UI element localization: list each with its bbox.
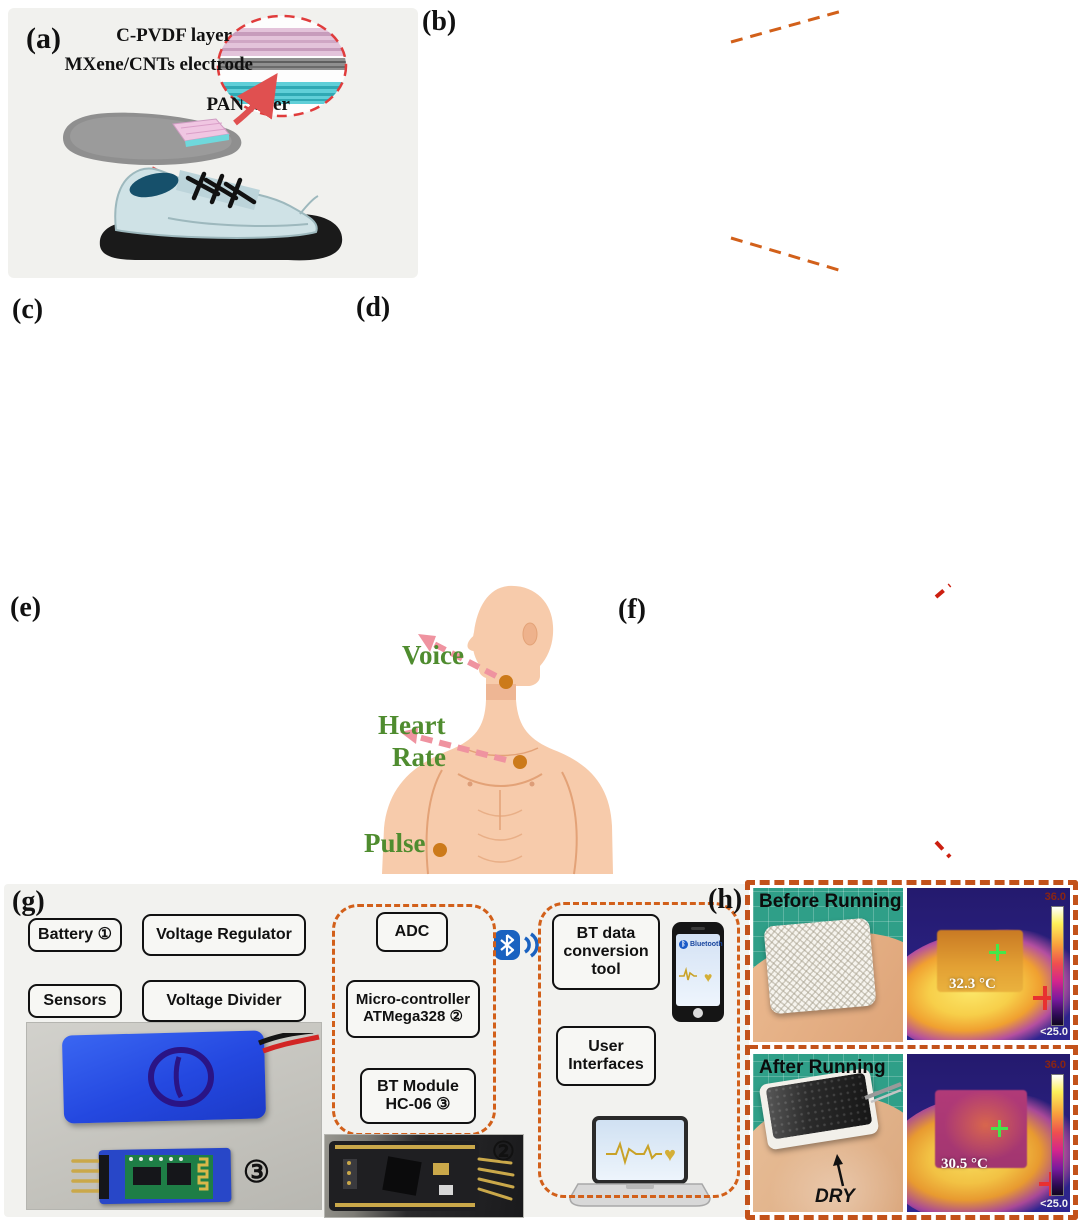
scale-max-after: 36.0 [1044,1059,1066,1071]
photo-after-running: After Running DRY [753,1054,903,1212]
voice-arrow-head [418,634,436,652]
sensors-box: Sensors [28,984,122,1018]
panel-e-label: (e) [10,592,42,623]
panel-f-inset-connectors [934,583,952,859]
after-annotations [833,1082,902,1187]
voice-label: Voice [402,640,464,670]
after-running-title: After Running [759,1057,886,1078]
panel-g-system-diagram: (g) Battery ① Voltage Regulator Sensors … [4,884,749,1218]
panel-h-thermal-comparison: Before Running 32.3 °C 36.0 <25.0 [745,880,1078,1220]
temperature-before: 32.3 °C [949,976,996,992]
user-interfaces-box: User Interfaces [556,1026,656,1086]
dry-label: DRY [815,1186,855,1207]
voltage-regulator-box: Voltage Regulator [142,914,306,956]
panel-b-inset-connectors [730,9,843,273]
heart-sensor-dot [513,755,527,769]
body-measurement-diagram: Voice Heart Rate Pulse [364,585,613,875]
smartphone-illustration: ᛒ Bluetooth ♥ [672,922,724,1022]
svg-text:♥: ♥ [704,971,712,986]
inset-dashed-ellipse [216,14,348,118]
scale-min-after: <25.0 [1040,1198,1068,1210]
scale-min-before: <25.0 [1040,1026,1068,1038]
scale-max-before: 36.0 [1044,891,1066,903]
adc-box: ADC [376,912,448,952]
thermal-colorbar-before [1051,906,1064,1026]
phone-screen: ᛒ Bluetooth ♥ [676,934,723,1006]
panel-h-label: (h) [708,884,743,915]
rate-label: Rate [392,742,446,772]
layer-stack-inset [218,16,346,116]
thermal-patch-before [937,930,1023,992]
microcontroller-box: Micro-controller ATMega328 ② [346,980,480,1038]
sensor-patch [185,134,229,147]
bt-data-tool-box: BT data conversion tool [552,914,660,990]
phone-ecg-graphic: ♥ [679,966,712,986]
heart-label: Heart [378,710,445,740]
phone-bluetooth-text: Bluetooth [690,941,723,948]
photo-arduino: ② [324,1134,524,1218]
insole-illustration [63,112,242,166]
phone-bluetooth-row: ᛒ Bluetooth [679,940,723,949]
thermal-before: 32.3 °C 36.0 <25.0 [907,888,1070,1040]
voltage-divider-box: Voltage Divider [142,980,306,1022]
panel-a-sensor-shoe-schematic: (a) C-PVDF layer MXene/CNTs electrode PA… [8,8,418,278]
photo-before-running: Before Running [753,888,903,1042]
laptop-heart-glyph: ♥ [664,1144,676,1166]
panel-h-dashed-frame [745,880,1078,1220]
phone-home-button [693,1008,703,1018]
voice-sensor-dot [499,675,513,689]
battery-details [148,1033,320,1107]
panel-c-label: (c) [12,294,44,325]
panel-h-divider [750,1045,1073,1049]
arrow-patch-to-inset [233,73,278,126]
layer-label-mxene: MXene/CNTs electrode [65,54,253,75]
bluetooth-small-icon: ᛒ [679,940,688,949]
bluetooth-icon [494,930,539,960]
before-running-title: Before Running [759,891,902,912]
pulse-label: Pulse [364,828,426,858]
photo-battery-hc06: ③ [26,1022,322,1210]
panel-g-label: (g) [12,886,45,917]
panel-b-label: (b) [422,6,457,37]
hc06-details [71,1155,213,1199]
layer-label-cpvdf: C-PVDF layer [116,25,232,46]
photo-number-3: ③ [243,1156,270,1189]
thermal-colorbar-after [1051,1074,1064,1196]
panel-d-label: (d) [356,292,391,323]
bt-module-box: BT Module HC-06 ③ [360,1068,476,1124]
arduino-pins [477,1157,515,1201]
thermal-patch-after [935,1090,1027,1168]
shoe-illustration [99,167,343,261]
arduino-details [335,1145,475,1207]
panel-a-label: (a) [26,22,61,55]
phone-speaker [691,927,705,930]
photo-number-2: ② [491,1137,515,1166]
panel-f-label: (f) [618,594,646,625]
software-dashed-group [538,902,740,1198]
measurement-arrows [417,641,507,763]
temperature-after: 30.5 °C [941,1156,988,1172]
heart-arrow-head [400,728,418,744]
battery-box: Battery ① [28,918,122,952]
pulse-sensor-dot [433,843,447,857]
thermal-after: 30.5 °C 36.0 <25.0 [907,1054,1070,1212]
shoe-laces [185,171,257,209]
